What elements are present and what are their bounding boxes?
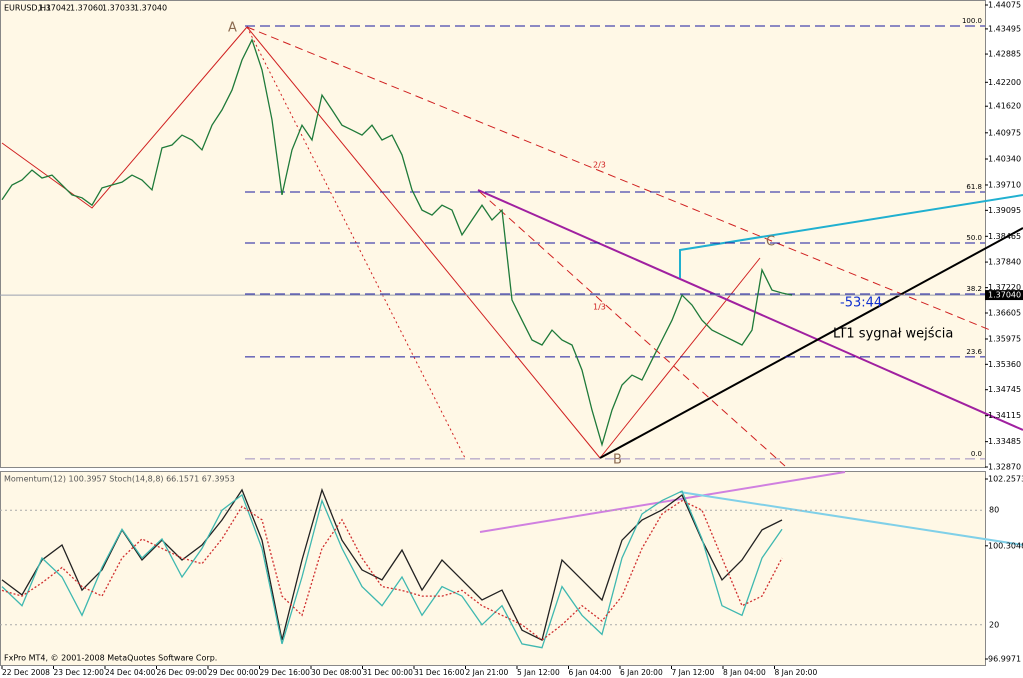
fib-label: 61.8 [966,183,982,191]
y-tick-label: 1.44075 [988,0,1021,9]
x-tick-label: 6 Jan 04:00 [569,668,612,677]
x-tick-label: 30 Dec 08:00 [311,668,362,677]
quote-low: 1.37033 [102,4,135,13]
y-tick-label: 1.40340 [988,154,1021,163]
quote-high: 1.37060 [70,4,103,13]
y2-tick-label: 96.9971 [988,655,1021,664]
fib-label: 38.2 [966,285,982,293]
current-price-box [985,290,1023,301]
y-tick-label: 1.42885 [988,50,1021,59]
y-tick-label: 1.37840 [988,258,1021,267]
x-tick-label: 8 Jan 04:00 [723,668,766,677]
fan-label: 2/3 [593,161,606,170]
x-tick-label: 8 Jan 20:00 [775,668,818,677]
drawings [1,26,1023,546]
fan-label: 1/3 [593,303,606,312]
series-line [1,487,783,642]
channel-line [679,194,1023,278]
trend-line [599,227,1023,459]
x-tick-label: 29 Dec 16:00 [260,668,311,677]
y-tick-label: 20 [989,620,999,629]
symbol: EURUSD,H1 [4,4,51,13]
y2-tick-label: 102.2573 [988,475,1023,484]
fib-label: 50.0 [966,234,982,242]
fib-label: 0.0 [971,450,982,458]
fib-label: 23.6 [966,348,982,356]
x-tick-label: 6 Jan 20:00 [620,668,663,677]
x-tick-label: 23 Dec 12:00 [54,668,105,677]
divergence-line [679,491,1023,546]
y-tick-label: 1.41620 [988,102,1021,111]
x-tick-label: 7 Jan 12:00 [672,668,715,677]
fan-line [246,26,991,331]
current-price-label: 1.37040 [988,291,1021,300]
fan-line [479,191,786,467]
zigzag-line [1,26,248,209]
point-label: A [228,21,237,36]
y-tick-label: 1.39710 [988,180,1021,189]
y-tick-label: 1.34115 [988,411,1021,420]
y-tick-label: 80 [989,506,999,515]
trend-line [599,257,761,459]
main-panel [0,0,986,468]
x-tick-label: 24 Dec 04:00 [105,668,156,677]
footer: FxPro MT4, © 2001-2008 MetaQuotes Softwa… [4,654,217,663]
point-label: C [766,235,775,250]
y-tick-label: 1.39095 [988,206,1021,215]
divergence-line [479,471,846,533]
y-tick-label: 1.36605 [988,309,1021,318]
y-tick-label: 1.42200 [988,78,1021,87]
quote-close: 1.37040 [134,4,167,13]
fib-label: 100.0 [962,17,982,25]
y-tick-label: 1.32870 [988,463,1021,472]
x-tick-label: 5 Jan 12:00 [517,668,560,677]
x-tick-label: 29 Dec 00:00 [208,668,259,677]
y-tick-label: 1.38465 [988,232,1021,241]
y-tick-label: 1.34745 [988,385,1021,394]
quote-open: 1.37042 [38,4,71,13]
y-tick-label: 1.37220 [988,283,1021,292]
x-tick-label: 31 Dec 00:00 [363,668,414,677]
series-line [1,38,793,448]
series-line [1,490,783,649]
y-tick-label: 1.40975 [988,128,1021,137]
x-tick-label: 2 Jan 21:00 [466,668,509,677]
y-tick-label: 1.33485 [988,437,1021,446]
x-tick-label: 22 Dec 2008 [2,668,50,677]
point-label: B [613,453,622,468]
series-line [1,499,783,641]
y-tick-label: 1.43495 [988,24,1021,33]
x-tick-label: 31 Dec 16:00 [414,668,465,677]
y-tick-label: 1.35975 [988,334,1021,343]
indicator-title: Momentum(12) 100.3957 Stoch(14,8,8) 66.1… [4,475,235,484]
signal-note: LT1 sygnał wejścia [833,327,953,342]
indicator-panel [0,471,986,666]
trend-line [246,26,601,459]
trend-line [477,189,1023,431]
x-tick-label: 26 Dec 09:00 [157,668,208,677]
bar-timer: -53:44 [840,296,882,311]
y-tick-label: 1.35360 [988,360,1021,369]
y2-tick-label: 100.3048 [988,541,1023,550]
